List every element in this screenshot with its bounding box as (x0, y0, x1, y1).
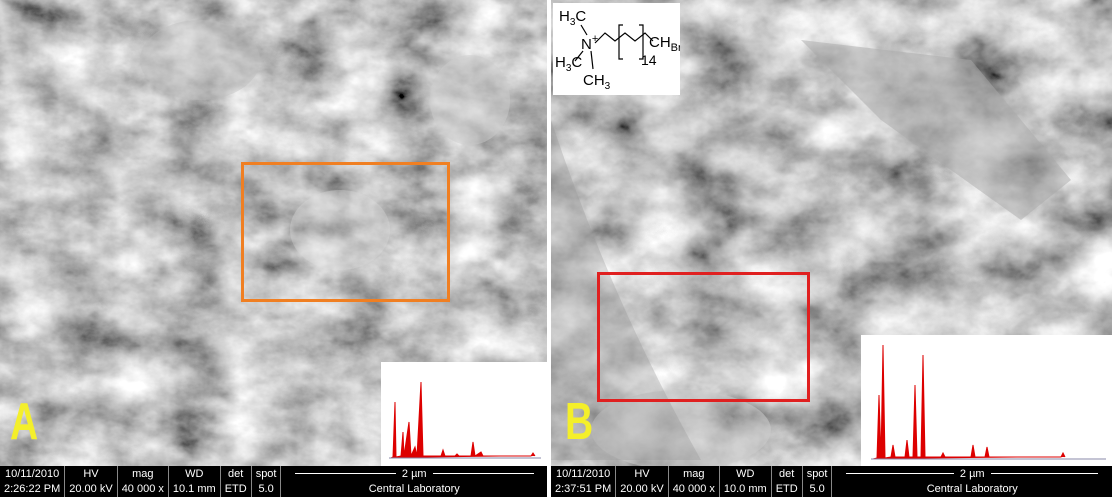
info-spot: 5.0 (251, 482, 281, 497)
info-wd: 10.1 mm (168, 482, 220, 497)
atom: 3 (605, 81, 611, 92)
figure: A 10/11/2010HVmagWDdetspot2 µm2:26:22 PM… (0, 0, 1112, 497)
highlight-box (597, 272, 810, 402)
info-wd-label: WD (719, 466, 771, 482)
panel-b: B H3C N+ H3C CH3 14 CHBr- 10/11/2010HVma… (551, 0, 1112, 497)
info-mag-label: mag (117, 466, 168, 482)
info-spot-label: spot (251, 466, 281, 482)
atom: Br (671, 42, 680, 54)
info-det: ETD (220, 482, 251, 497)
info-hv-label: HV (65, 466, 117, 482)
info-hv: 20.00 kV (616, 482, 668, 497)
info-spot: 5.0 (802, 482, 832, 497)
atom: H (555, 54, 566, 71)
atom: + (592, 33, 598, 45)
info-hv-label: HV (616, 466, 668, 482)
info-scale: 2 µm (281, 466, 547, 482)
eds-spectrum (861, 335, 1112, 466)
info-lab: Central Laboratory (281, 482, 547, 497)
info-det-label: det (220, 466, 251, 482)
scale-label: 2 µm (954, 468, 991, 480)
info-time: 2:37:51 PM (551, 482, 616, 497)
info-mag-label: mag (668, 466, 719, 482)
info-spot-label: spot (802, 466, 832, 482)
info-scale: 2 µm (832, 466, 1112, 482)
panel-label: A (10, 392, 38, 452)
info-hv: 20.00 kV (65, 482, 117, 497)
atom: H (559, 8, 570, 25)
info-mag: 40 000 x (117, 482, 168, 497)
info-mag: 40 000 x (668, 482, 719, 497)
info-date: 10/11/2010 (551, 466, 616, 482)
atom: C (571, 54, 582, 71)
atom: CH (649, 34, 671, 51)
atom: N (581, 36, 592, 53)
info-wd: 10.0 mm (719, 482, 771, 497)
panel-label: B (565, 392, 593, 452)
atom: C (575, 8, 586, 25)
eds-spectrum (381, 362, 547, 466)
info-det-label: det (771, 466, 802, 482)
info-wd-label: WD (168, 466, 220, 482)
scale-label: 2 µm (396, 468, 433, 480)
atom: CH (583, 72, 605, 89)
info-date: 10/11/2010 (0, 466, 65, 482)
info-det: ETD (771, 482, 802, 497)
info-lab: Central Laboratory (832, 482, 1112, 497)
info-time: 2:26:22 PM (0, 482, 65, 497)
highlight-box (241, 162, 450, 302)
chemical-structure: H3C N+ H3C CH3 14 CHBr- (553, 3, 680, 95)
